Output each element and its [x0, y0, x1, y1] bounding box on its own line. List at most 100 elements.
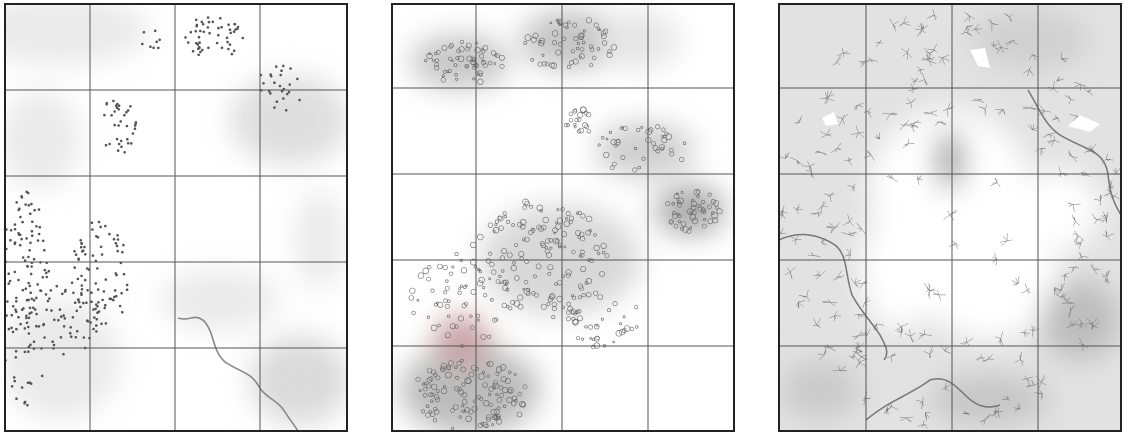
tree-dot [28, 306, 32, 310]
shrub-mark [433, 394, 440, 400]
plant-mark [1048, 132, 1056, 135]
plant-mark [929, 49, 936, 54]
shrub-mark [415, 376, 421, 382]
plant-mark [1032, 54, 1036, 57]
plant-mark [962, 341, 967, 346]
shrub-mark [444, 303, 450, 309]
tree-dot [73, 301, 77, 305]
plant-mark [856, 282, 864, 285]
plant-mark [857, 105, 864, 108]
tree-dot [116, 249, 119, 253]
shrub-mark [547, 271, 552, 276]
tree-dot [91, 228, 94, 231]
plant-mark [914, 28, 922, 31]
plant-mark [1020, 359, 1025, 363]
plant-mark [927, 14, 935, 19]
tree-dot [117, 124, 120, 127]
tree-dot [21, 220, 24, 224]
tree-dot [76, 277, 80, 281]
tree-dot [134, 121, 138, 124]
plant-mark [816, 150, 822, 153]
shrub-mark [432, 418, 437, 423]
shrub-mark [604, 253, 610, 258]
plant-mark [933, 292, 939, 296]
plant-mark [907, 52, 913, 59]
shrub-mark [542, 216, 549, 224]
plant-mark [934, 14, 937, 18]
shrub-mark [483, 293, 488, 298]
shrub-mark [707, 204, 712, 210]
plant-mark [863, 155, 872, 159]
plant-mark [817, 212, 819, 218]
shrub-mark [578, 127, 585, 134]
tree-dot [108, 232, 111, 236]
shrub-mark [593, 290, 599, 296]
tree-dot [296, 77, 299, 81]
tree-dot [80, 241, 83, 245]
shrub-mark [661, 135, 664, 138]
shrub-mark [553, 231, 557, 235]
plant-mark [848, 234, 855, 237]
tree-dot [120, 145, 123, 149]
tree-dot [23, 327, 27, 330]
shrub-mark [455, 375, 460, 380]
plant-mark [1055, 293, 1062, 298]
shrub-mark [596, 251, 601, 256]
plant-mark [997, 411, 1000, 418]
tree-dot [194, 18, 198, 22]
tree-dot [90, 221, 94, 225]
plant-mark [1013, 407, 1021, 410]
shrub-mark [568, 219, 573, 225]
plant-mark [847, 221, 850, 225]
plant-mark [1106, 270, 1111, 277]
shrub-mark [454, 73, 458, 77]
shrub-mark [703, 218, 707, 222]
plant-mark [928, 58, 934, 61]
shrub-mark [430, 392, 435, 397]
shrub-mark [575, 211, 579, 215]
shrub-mark [431, 58, 436, 62]
shrub-mark [572, 295, 577, 300]
plant-mark [998, 338, 1002, 344]
tree-dot [196, 43, 200, 46]
plant-mark [1058, 167, 1062, 174]
plant-mark [918, 424, 924, 427]
shrub-mark [458, 389, 465, 396]
plant-mark [1115, 168, 1117, 173]
shrub-mark [676, 212, 680, 216]
plant-mark [933, 14, 937, 21]
plant-mark [1042, 110, 1045, 115]
shrub-mark [524, 200, 530, 207]
plant-mark [929, 290, 935, 292]
plant-mark [876, 323, 885, 326]
plant-mark [1064, 297, 1067, 303]
plant-mark [1081, 256, 1089, 258]
shrub-mark [576, 117, 582, 122]
shrub-mark [458, 287, 461, 290]
tree-dot [13, 227, 17, 231]
plant-mark [901, 323, 909, 328]
plant-mark [1072, 221, 1076, 227]
plant-mark [841, 232, 850, 235]
plant-mark [1105, 153, 1108, 160]
plant-mark [1023, 332, 1026, 338]
shrub-mark [502, 404, 507, 408]
shrub-mark [695, 189, 701, 194]
tree-dot [157, 46, 160, 50]
plant-mark [939, 121, 946, 125]
shrub-mark [661, 137, 668, 144]
shrub-mark [458, 415, 462, 419]
shrub-mark [433, 407, 438, 412]
tree-dot [99, 245, 103, 249]
plant-mark [877, 42, 880, 46]
shrub-mark [476, 318, 480, 322]
tree-dot [200, 20, 204, 24]
plant-mark [1070, 306, 1074, 311]
shrub-mark [481, 59, 485, 63]
plant-mark [793, 206, 797, 210]
shrub-mark [498, 54, 505, 61]
plant-mark [889, 18, 894, 26]
plant-mark [821, 202, 827, 207]
tree-dot [2, 319, 5, 322]
tree-dot [105, 103, 108, 106]
